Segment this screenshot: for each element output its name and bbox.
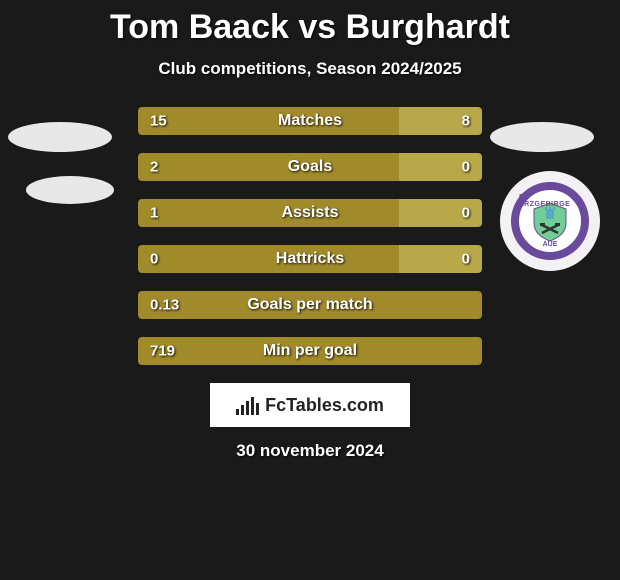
stat-value-left: 2 xyxy=(150,159,158,176)
stat-label: Assists xyxy=(282,204,339,222)
stat-value-right: 0 xyxy=(462,159,470,176)
logo-bars-icon xyxy=(236,395,259,415)
stat-label: Min per goal xyxy=(263,342,357,360)
page-title: Tom Baack vs Burghardt xyxy=(0,0,620,47)
stat-label: Hattricks xyxy=(276,250,344,268)
stat-value-right: 8 xyxy=(462,113,470,130)
crest-text-top: FC ERZGEBIRGE xyxy=(519,194,581,208)
logo-text: FcTables.com xyxy=(265,395,384,416)
player-right-photo xyxy=(490,122,594,152)
player-left-photo-1 xyxy=(8,122,112,152)
stat-label: Goals xyxy=(288,158,332,176)
stat-value-left: 719 xyxy=(150,343,175,360)
stat-value-right: 0 xyxy=(462,251,470,268)
bar-left-fill xyxy=(138,153,399,181)
stat-value-left: 0.13 xyxy=(150,297,179,314)
team-crest: FC ERZGEBIRGE AUE xyxy=(500,171,600,271)
bar-left-fill xyxy=(138,107,399,135)
player-left-photo-2 xyxy=(26,176,114,204)
bar-left-fill xyxy=(138,199,399,227)
crest-text-bottom: AUE xyxy=(543,241,558,248)
stat-value-left: 15 xyxy=(150,113,167,130)
stat-value-left: 1 xyxy=(150,205,158,222)
fctables-logo: FcTables.com xyxy=(210,383,410,427)
bar-left-fill xyxy=(138,245,399,273)
subtitle: Club competitions, Season 2024/2025 xyxy=(0,59,620,79)
stat-row: 719 Min per goal xyxy=(138,337,482,365)
stat-row: 2 0 Goals xyxy=(138,153,482,181)
stat-value-left: 0 xyxy=(150,251,158,268)
stat-row: 0.13 Goals per match xyxy=(138,291,482,319)
stat-row: 15 8 Matches xyxy=(138,107,482,135)
stat-value-right: 0 xyxy=(462,205,470,222)
stat-row: 0 0 Hattricks xyxy=(138,245,482,273)
stat-label: Goals per match xyxy=(247,296,372,314)
date-text: 30 november 2024 xyxy=(0,441,620,461)
stat-row: 1 0 Assists xyxy=(138,199,482,227)
stat-label: Matches xyxy=(278,112,342,130)
